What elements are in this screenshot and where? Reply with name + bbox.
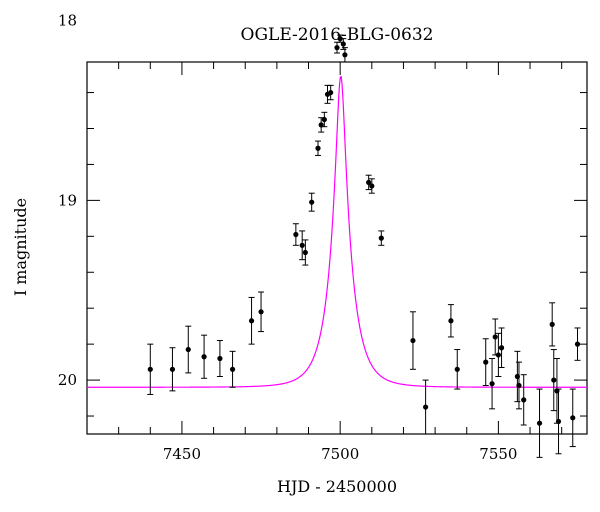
data-point [448,318,454,324]
data-point [521,397,527,403]
data-point [302,249,308,256]
data-point [574,341,581,347]
y-axis-label: I magnitude [11,198,30,296]
data-point [492,334,498,340]
plot-frame [86,61,588,435]
y-tick-label: 20 [58,371,77,389]
y-tick-label: 19 [58,191,77,209]
data-point [369,183,375,189]
data-point [570,415,576,421]
data-point [423,404,429,410]
data-point [258,309,264,315]
model-curve [87,75,587,388]
x-axis-label: HJD - 2450000 [277,477,397,496]
data-point [201,354,207,360]
data-point [378,235,384,241]
data-point [185,346,191,353]
data-point [299,242,305,248]
data-point [536,420,543,426]
data-point [248,318,255,324]
data-point [217,355,223,362]
data-point [309,199,315,205]
data-point [315,145,321,151]
data-point [498,345,505,351]
data-point [334,45,340,51]
x-tick-label: 7550 [479,445,517,463]
data-point [495,352,501,358]
data-point [516,382,522,389]
x-tick-label: 7500 [321,445,359,463]
data-point [229,366,236,372]
data-point [489,381,495,387]
data-point [551,377,557,383]
data-point [454,366,460,372]
data-point [340,41,346,47]
data-point [169,366,176,372]
data-point [555,418,562,425]
data-point [342,52,348,58]
data-point [483,359,489,365]
data-point [293,231,299,238]
data-point [321,116,327,123]
data-point [328,89,334,96]
data-point [366,179,372,186]
data-point [147,366,153,372]
x-tick-label: 7450 [163,445,201,463]
plot-area: 7450 7500 7550 18 19 20 [58,12,588,463]
data-point [410,337,416,344]
data-point [337,36,343,42]
y-tick-label: 18 [58,12,77,30]
data-point [549,321,555,327]
chart-title: OGLE-2016-BLG-0632 [241,25,434,45]
